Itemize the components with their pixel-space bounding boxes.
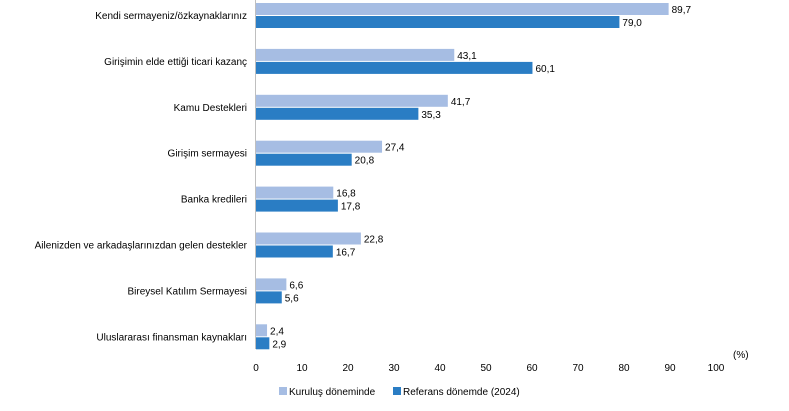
x-tick-label: 50 — [480, 363, 492, 374]
bar-series-2 — [256, 199, 338, 212]
data-label: 16,8 — [336, 189, 356, 200]
data-label: 6,6 — [289, 280, 303, 291]
category-label: Uluslararası finansman kaynakları — [96, 332, 247, 343]
legend-label-series-2: Referans dönemde (2024) — [403, 387, 520, 398]
bar-series-2 — [256, 16, 620, 28]
bar-series-1 — [256, 94, 448, 107]
bar-series-2 — [256, 245, 333, 258]
legend: Kuruluş döneminde Referans dönemde (2024… — [279, 387, 520, 398]
data-label: 41,7 — [451, 97, 471, 108]
data-label: 43,1 — [457, 51, 477, 62]
x-tick-label: 70 — [572, 363, 584, 374]
data-label: 16,7 — [336, 248, 356, 259]
data-label: 2,4 — [270, 326, 284, 337]
bar-series-1 — [256, 324, 268, 337]
bar-series-2 — [256, 61, 533, 74]
x-tick-label: 100 — [708, 363, 725, 374]
category-label: Kendi sermayeniz/özkaynaklarınız — [95, 11, 247, 22]
x-tick-label: 60 — [526, 363, 538, 374]
data-label: 89,7 — [672, 5, 692, 16]
x-tick-label: 0 — [253, 363, 259, 374]
category-label: Banka kredileri — [181, 195, 247, 206]
data-label: 35,3 — [421, 110, 441, 121]
data-label: 2,9 — [272, 339, 286, 350]
x-unit-label: (%) — [733, 350, 749, 361]
bar-series-2 — [256, 107, 419, 120]
bar-series-1 — [256, 48, 455, 61]
x-tick-label: 10 — [296, 363, 308, 374]
legend-label-series-1: Kuruluş döneminde — [289, 387, 376, 398]
data-label: 60,1 — [535, 64, 555, 75]
bar-series-1 — [256, 186, 334, 199]
data-label: 27,4 — [385, 143, 405, 154]
category-label: Girişimin elde ettiği ticari kazanç — [104, 57, 247, 68]
x-tick-label: 20 — [342, 363, 354, 374]
bar-series-1 — [256, 278, 287, 291]
category-label: Bireysel Katılım Sermayesi — [128, 286, 247, 297]
x-axis-ticks: 0 10 20 30 40 50 60 70 80 90 100 — [253, 363, 725, 374]
category-label: Girişim sermayesi — [168, 149, 247, 160]
bar-series-1 — [256, 3, 669, 15]
x-tick-label: 30 — [388, 363, 400, 374]
data-label: 22,8 — [364, 235, 384, 246]
bar-series-2 — [256, 291, 282, 304]
bars-layer: Kendi sermayeniz/özkaynaklarınız 89,7 79,0… — [35, 3, 692, 350]
data-label: 20,8 — [355, 156, 375, 167]
data-label: 5,6 — [285, 293, 299, 304]
x-tick-label: 90 — [664, 363, 676, 374]
legend-swatch-series-2 — [393, 387, 401, 395]
bar-series-2 — [256, 337, 270, 350]
data-label: 17,8 — [341, 202, 361, 213]
category-label: Ailenizden ve arkadaşlarınızdan gelen de… — [35, 241, 248, 252]
legend-swatch-series-1 — [279, 387, 287, 395]
x-tick-label: 40 — [434, 363, 446, 374]
bar-series-1 — [256, 140, 383, 153]
category-label: Kamu Destekleri — [174, 103, 247, 114]
bar-series-1 — [256, 232, 361, 245]
bar-series-2 — [256, 153, 352, 166]
x-tick-label: 80 — [618, 363, 630, 374]
data-label: 79,0 — [622, 18, 642, 29]
